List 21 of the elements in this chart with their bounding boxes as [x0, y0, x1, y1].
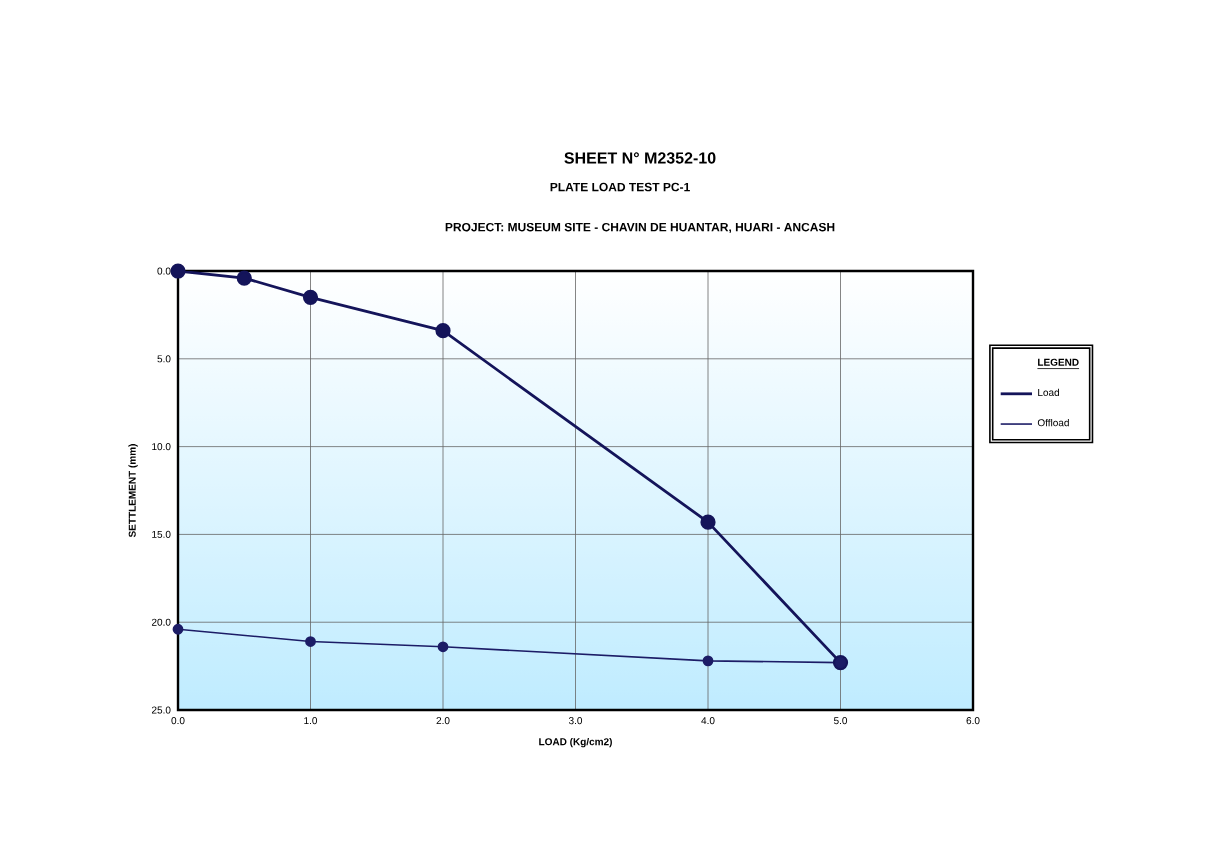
x-tick-label: 5.0 — [833, 717, 848, 725]
x-tick-label: 4.0 — [701, 717, 715, 725]
y-tick-label: 10.0 — [152, 443, 171, 451]
x-tick-label: 3.0 — [568, 717, 583, 725]
legend-title: LEGEND — [1038, 358, 1079, 366]
y-tick-label: 5.0 — [157, 355, 171, 363]
y-tick-label: 25.0 — [151, 706, 171, 714]
x-tick-label: 2.0 — [436, 717, 450, 725]
x-tick-label: 6.0 — [966, 717, 980, 725]
x-tick-label: 1.0 — [304, 717, 318, 725]
y-tick-label: 15.0 — [152, 530, 171, 538]
y-tick-label: 20.0 — [151, 618, 171, 626]
text: PROJECT: MUSEUM SITE - CHAVIN DE HUANTAR, HUARI - ANCASH — [445, 222, 835, 234]
x-tick-label: 0.0 — [171, 717, 185, 725]
legend-label: Offload — [1037, 418, 1069, 427]
x-axis-title: LOAD (Kg/cm2) — [539, 737, 612, 748]
y-tick-label: 0.0 — [157, 267, 171, 275]
chart-subtitle: PLATE LOAD TEST PC-1 — [550, 182, 690, 192]
y-axis-title: SETTLEMENT (mm) — [128, 444, 138, 538]
legend-label: Load — [1038, 388, 1059, 397]
chart-title: SHEET N° M2352-10 — [564, 152, 716, 164]
